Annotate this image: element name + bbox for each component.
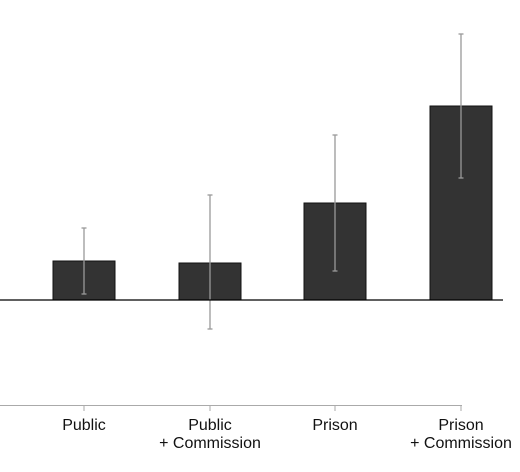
- x-tick-label-3: Prison: [312, 417, 357, 434]
- error-bars-layer: [81, 33, 464, 330]
- error-bar-4: [458, 33, 464, 179]
- error-bar-1: [81, 227, 87, 295]
- x-ticks-layer: [83, 405, 462, 411]
- x-tick-label-4: Prison + Commission: [410, 417, 512, 452]
- error-bar-2: [207, 194, 213, 330]
- bars-layer: [52, 105, 493, 301]
- x-tick-label-1: Public: [62, 417, 106, 434]
- error-bar-3: [332, 134, 338, 272]
- x-tick-label-2: Public + Commission: [159, 417, 261, 452]
